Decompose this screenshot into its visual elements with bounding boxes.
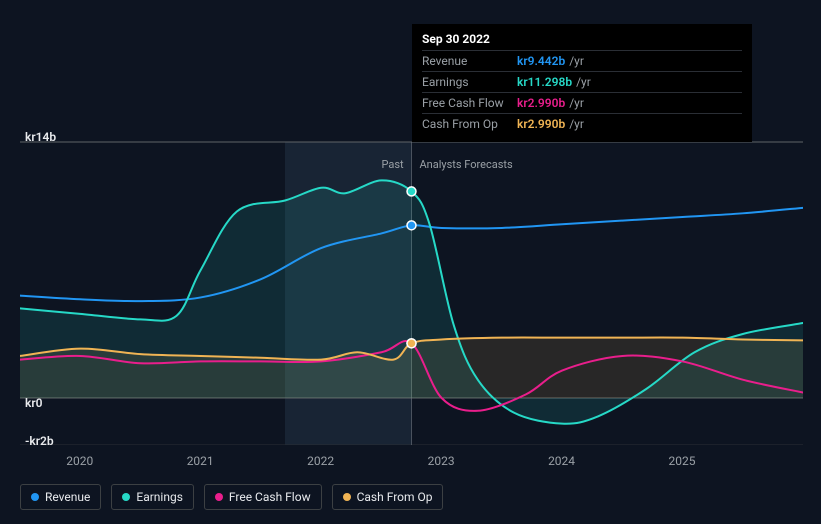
tooltip-metric-label: Free Cash Flow [422, 96, 517, 110]
legend-item-cash-from-op[interactable]: Cash From Op [332, 484, 444, 510]
tooltip-metric-label: Cash From Op [422, 117, 517, 131]
x-axis-label: 2025 [669, 454, 696, 468]
tooltip-row: Cash From Opkr2.990b/yr [422, 113, 742, 134]
legend-label: Revenue [45, 490, 90, 504]
x-axis-label: 2020 [66, 454, 93, 468]
data-tooltip: Sep 30 2022 Revenuekr9.442b/yrEarningskr… [412, 24, 752, 142]
tooltip-unit: /yr [576, 75, 591, 89]
y-axis-label: -kr2b [25, 434, 54, 448]
legend-item-free-cash-flow[interactable]: Free Cash Flow [204, 484, 322, 510]
tooltip-metric-value: kr2.990b [517, 96, 565, 110]
x-axis-label: 2022 [307, 454, 334, 468]
tooltip-metric-value: kr9.442b [517, 54, 565, 68]
x-axis-label: 2024 [548, 454, 575, 468]
legend-dot-icon [215, 493, 223, 501]
tooltip-unit: /yr [569, 54, 584, 68]
tooltip-row: Free Cash Flowkr2.990b/yr [422, 92, 742, 113]
tooltip-row: Revenuekr9.442b/yr [422, 50, 742, 71]
chart-legend: Revenue Earnings Free Cash Flow Cash From O… [20, 484, 443, 510]
tooltip-metric-label: Earnings [422, 75, 517, 89]
legend-label: Free Cash Flow [229, 490, 311, 504]
forecast-section-label: Analysts Forecasts [420, 158, 513, 171]
legend-label: Earnings [136, 490, 183, 504]
tooltip-row: Earningskr11.298b/yr [422, 71, 742, 92]
x-axis-label: 2023 [428, 454, 455, 468]
x-axis-label: 2021 [187, 454, 214, 468]
tooltip-metric-label: Revenue [422, 54, 517, 68]
tooltip-unit: /yr [569, 117, 584, 131]
past-section-label: Past [382, 158, 404, 171]
legend-item-revenue[interactable]: Revenue [20, 484, 101, 510]
tooltip-unit: /yr [569, 96, 584, 110]
legend-dot-icon [343, 493, 351, 501]
y-axis-label: kr0 [25, 396, 43, 410]
legend-label: Cash From Op [357, 490, 433, 504]
y-axis-label: kr14b [25, 130, 56, 144]
legend-dot-icon [31, 493, 39, 501]
tooltip-metric-value: kr11.298b [517, 75, 572, 89]
legend-dot-icon [122, 493, 130, 501]
tooltip-metric-value: kr2.990b [517, 117, 565, 131]
legend-item-earnings[interactable]: Earnings [111, 484, 194, 510]
tooltip-date: Sep 30 2022 [422, 32, 742, 46]
